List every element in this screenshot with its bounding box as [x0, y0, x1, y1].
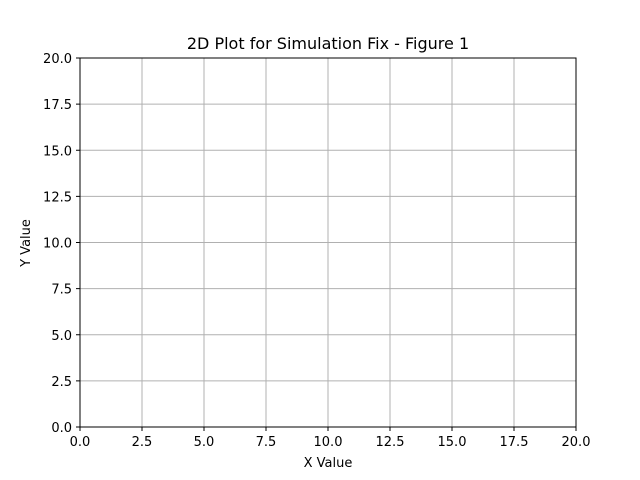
- x-tick-label: 20.0: [562, 435, 591, 450]
- x-tick-label: 15.0: [438, 435, 467, 450]
- x-tick-label: 7.5: [256, 435, 277, 450]
- y-tick-label: 17.5: [43, 98, 72, 113]
- x-tick-label: 10.0: [314, 435, 343, 450]
- y-tick-label: 20.0: [43, 52, 72, 67]
- y-tick-label: 0.0: [51, 421, 72, 436]
- x-tick-label: 12.5: [376, 435, 405, 450]
- x-axis-label: X Value: [304, 456, 353, 471]
- x-tick-label: 5.0: [194, 435, 215, 450]
- y-tick-label: 7.5: [51, 283, 72, 298]
- y-tick-label: 2.5: [51, 375, 72, 390]
- chart-title: 2D Plot for Simulation Fix - Figure 1: [187, 34, 469, 53]
- x-tick-label: 17.5: [500, 435, 529, 450]
- x-tick-label: 2.5: [132, 435, 153, 450]
- y-tick-label: 10.0: [43, 237, 72, 252]
- x-axis-ticks: 0.0 2.5 5.0 7.5 10.0 12.5 15.0 17.5 20.0: [70, 427, 591, 450]
- x-tick-label: 0.0: [70, 435, 91, 450]
- y-tick-label: 12.5: [43, 190, 72, 205]
- plot-area: 0.0 2.5 5.0 7.5 10.0 12.5 15.0 17.5 20.0 0.0 2.5 5…: [43, 52, 590, 450]
- y-axis-label: Y Value: [19, 219, 34, 268]
- y-axis-ticks: 0.0 2.5 5.0 7.5 10.0 12.5 15.0 17.5 20.0: [43, 52, 80, 436]
- y-tick-label: 15.0: [43, 144, 72, 159]
- y-tick-label: 5.0: [51, 329, 72, 344]
